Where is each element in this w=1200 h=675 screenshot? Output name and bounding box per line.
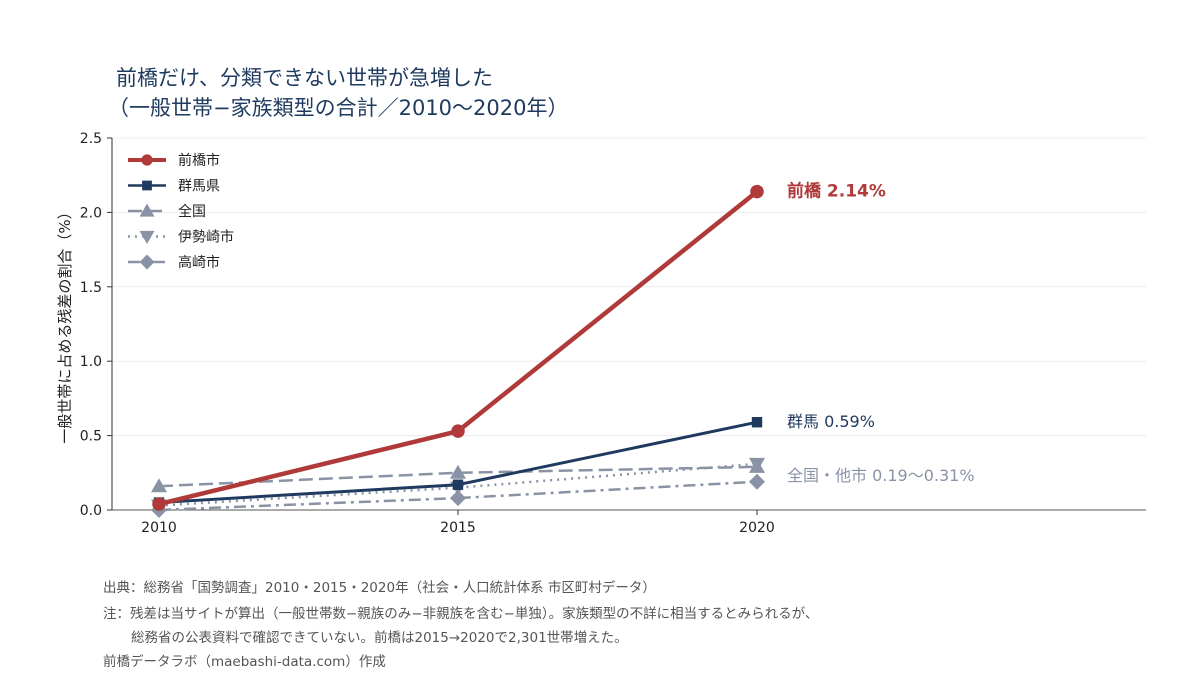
footnote-line2: 総務省の公表資料で確認できていない。前橋は2015→2020で2,301世帯増え… [131, 630, 628, 646]
data-point [451, 424, 465, 438]
credit-note: 前橋データラボ（maebashi-data.com）作成 [103, 654, 386, 670]
legend-label: 群馬県 [178, 179, 220, 195]
legend-label: 全国 [178, 203, 206, 220]
y-tick-label: 2.0 [80, 205, 102, 221]
data-point [152, 497, 166, 511]
annotation-label: 群馬 0.59% [787, 412, 875, 431]
legend-marker [139, 254, 155, 270]
chart-title-line1: 前橋だけ、分類できない世帯が急増した [116, 66, 493, 90]
legend-label: 前橋市 [178, 152, 220, 169]
y-tick-label: 0.5 [80, 429, 102, 445]
data-point [450, 464, 466, 479]
y-tick-label: 1.0 [80, 354, 102, 370]
data-point [452, 479, 464, 490]
legend-marker [142, 180, 152, 191]
y-tick-label: 2.5 [80, 131, 102, 147]
annotation-label: 前橋 2.14% [787, 181, 886, 202]
data-point [749, 458, 765, 473]
series-line-4 [158, 462, 758, 507]
legend-label: 高崎市 [178, 254, 220, 271]
data-point [151, 478, 167, 493]
y-tick-label: 1.5 [80, 280, 102, 296]
data-point [751, 417, 763, 428]
data-point [450, 490, 466, 507]
x-tick-label: 2015 [440, 520, 476, 536]
data-point [749, 473, 765, 490]
y-tick-label: 0.0 [80, 503, 102, 519]
annotation-label: 全国・他市 0.19〜0.31% [787, 466, 975, 485]
series-line-1 [158, 189, 759, 507]
chart-title-line2: （一般世帯−家族類型の合計／2010〜2020年） [108, 96, 569, 120]
data-point [750, 184, 764, 199]
x-tick-label: 2020 [739, 520, 775, 536]
legend-label: 伊勢崎市 [178, 229, 234, 246]
legend-marker [139, 230, 155, 244]
x-tick-label: 2010 [141, 520, 177, 536]
source-note: 出典：総務省「国勢調査」2010・2015・2020年（社会・人口統計体系 市区… [103, 580, 656, 596]
legend-marker [141, 154, 153, 166]
legend-marker [139, 203, 155, 217]
y-axis-label: 一般世帯に占める残差の割合（%） [56, 204, 74, 443]
footnote-line1: 注：残差は当サイトが算出（一般世帯数−親族のみ−非親族を含む−単独）。家族類型の… [103, 606, 819, 622]
